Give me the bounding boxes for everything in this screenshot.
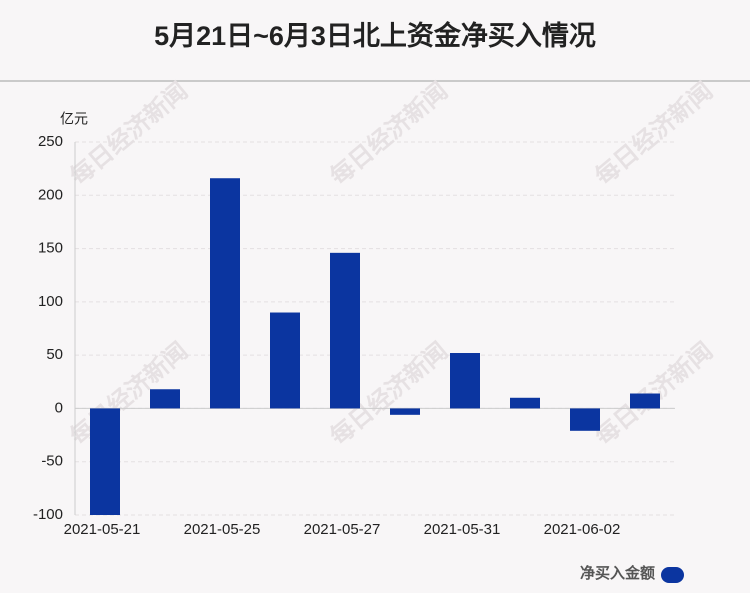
y-tick-label: 150 — [38, 240, 63, 257]
legend-label: 净买入金额 — [580, 564, 655, 582]
bar — [630, 393, 660, 409]
x-tick-label: 2021-05-31 — [424, 521, 501, 538]
bar — [570, 408, 600, 431]
x-tick-label: 2021-05-25 — [184, 521, 261, 538]
watermark: 每日经济新闻 — [590, 77, 718, 191]
watermark: 每日经济新闻 — [65, 77, 193, 191]
chart-title: 5月21日~6月3日北上资金净买入情况 — [154, 20, 596, 51]
y-tick-label: 200 — [38, 186, 63, 203]
bar — [150, 389, 180, 409]
bar — [450, 353, 480, 409]
bar — [210, 178, 240, 409]
y-tick-label: -100 — [33, 506, 63, 523]
x-tick-label: 2021-05-21 — [64, 521, 141, 538]
bar — [330, 252, 360, 409]
y-tick-label: -50 — [41, 453, 63, 470]
legend-swatch — [661, 567, 684, 583]
y-tick-label: 50 — [46, 346, 63, 363]
watermark: 每日经济新闻 — [325, 77, 453, 191]
x-tick-label: 2021-05-27 — [304, 521, 381, 538]
bar — [90, 408, 120, 515]
bar — [390, 408, 420, 415]
bar — [510, 397, 540, 409]
y-tick-label: 100 — [38, 293, 63, 310]
x-tick-label: 2021-06-02 — [544, 521, 621, 538]
y-tick-label: 0 — [55, 399, 63, 416]
y-tick-label: 250 — [38, 133, 63, 150]
bar — [270, 312, 300, 409]
y-axis-label: 亿元 — [60, 111, 88, 127]
